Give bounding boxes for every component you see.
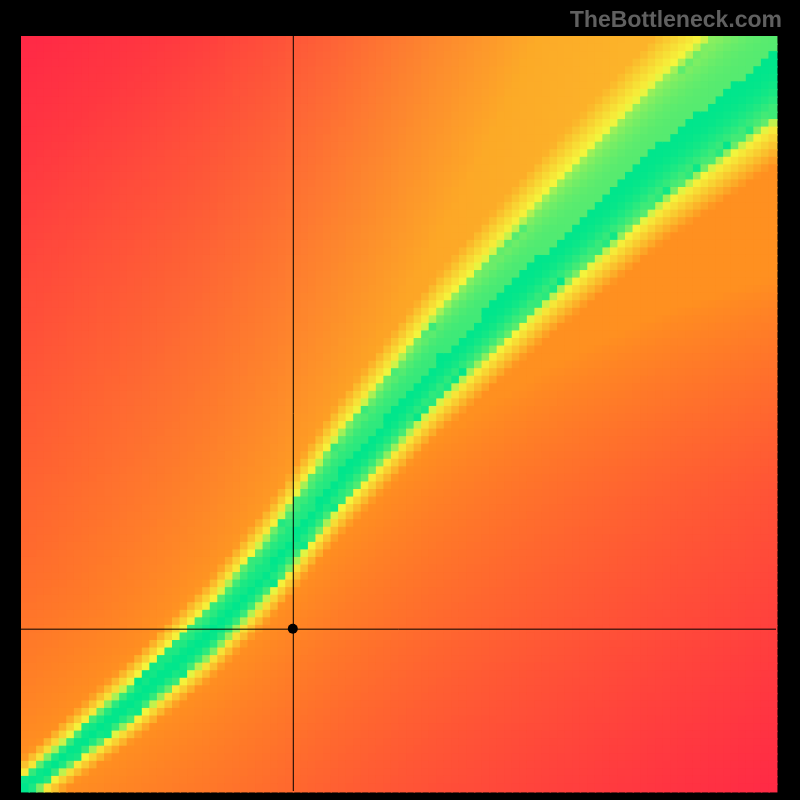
bottleneck-heatmap — [0, 0, 800, 800]
chart-container: TheBottleneck.com — [0, 0, 800, 800]
watermark-text: TheBottleneck.com — [570, 6, 782, 33]
